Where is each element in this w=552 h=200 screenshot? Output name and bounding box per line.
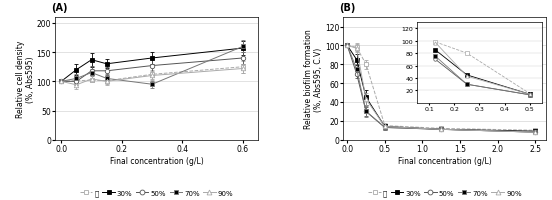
X-axis label: Final concentration (g/L): Final concentration (g/L): [110, 156, 204, 165]
Text: (A): (A): [51, 3, 68, 13]
X-axis label: Final concentration (g/L): Final concentration (g/L): [398, 156, 492, 165]
Text: (B): (B): [339, 3, 356, 13]
Legend: 물, 30%, 50%, 70%, 90%: 물, 30%, 50%, 70%, 90%: [80, 190, 233, 196]
Y-axis label: Relative cell density
(%, Abs595): Relative cell density (%, Abs595): [16, 41, 35, 117]
Legend: 물, 30%, 50%, 70%, 90%: 물, 30%, 50%, 70%, 90%: [368, 190, 522, 196]
Y-axis label: Relative biofilm formation
(%, Abs595, C.V): Relative biofilm formation (%, Abs595, C…: [304, 29, 323, 129]
